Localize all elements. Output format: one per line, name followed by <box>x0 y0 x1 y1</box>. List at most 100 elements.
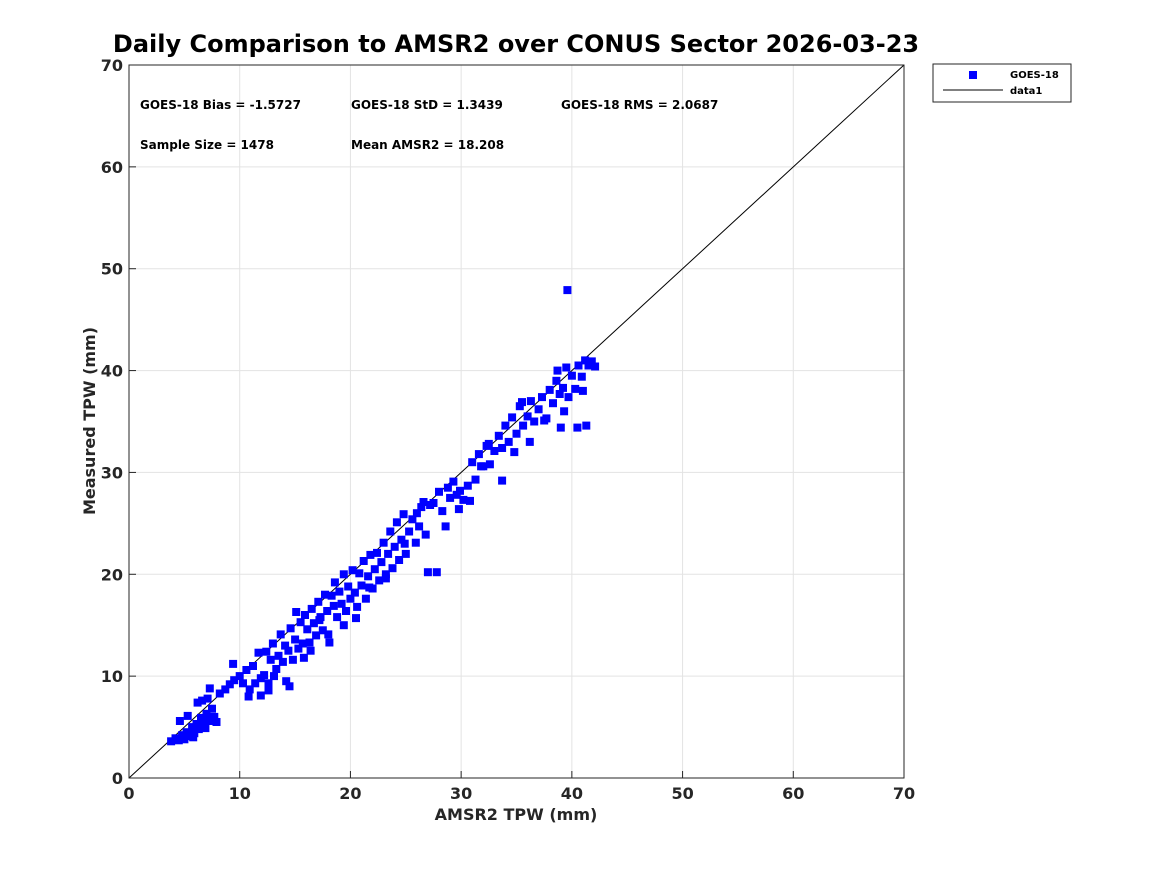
data-point <box>375 576 384 585</box>
data-point <box>305 638 314 647</box>
data-point <box>281 641 290 650</box>
data-point <box>342 607 350 615</box>
reference-line-data1 <box>128 64 905 779</box>
data-point <box>270 672 278 681</box>
data-point <box>377 558 386 567</box>
plot-area-frame <box>128 64 905 779</box>
data-point <box>315 616 324 625</box>
data-point <box>327 591 336 600</box>
data-point <box>346 594 355 603</box>
data-point <box>463 481 472 490</box>
data-point <box>268 639 277 648</box>
data-point <box>276 630 285 639</box>
data-point <box>294 644 303 653</box>
data-point <box>274 651 283 660</box>
data-point <box>321 590 329 599</box>
data-point <box>210 712 219 721</box>
data-point <box>485 460 494 469</box>
y-tick-label: 30 <box>101 463 123 482</box>
data-point <box>419 498 428 506</box>
data-point <box>292 608 301 616</box>
data-point <box>288 655 297 664</box>
data-point <box>459 495 468 504</box>
data-point <box>330 578 339 587</box>
data-point <box>401 549 410 558</box>
data-point <box>366 550 375 559</box>
data-point <box>303 625 312 634</box>
data-point <box>180 735 189 744</box>
data-point <box>498 476 507 485</box>
data-point <box>254 648 263 657</box>
data-point <box>229 659 238 668</box>
data-point <box>242 666 251 674</box>
data-point <box>225 680 234 689</box>
data-point <box>318 626 327 635</box>
data-point <box>194 725 203 734</box>
data-point <box>202 709 211 718</box>
data-point <box>361 594 370 603</box>
data-point <box>584 361 593 370</box>
chart-title: Daily Comparison to AMSR2 over CONUS Sec… <box>113 30 919 58</box>
data-point <box>441 522 450 531</box>
data-point <box>508 413 517 422</box>
data-point <box>538 393 546 402</box>
stat-rms: GOES-18 RMS = 2.0687 <box>561 98 718 112</box>
data-point <box>560 407 569 416</box>
y-tick-label: 40 <box>101 362 123 381</box>
data-point <box>559 383 567 392</box>
data-point <box>307 604 316 613</box>
data-point <box>197 713 205 722</box>
data-point <box>456 486 464 495</box>
data-point <box>286 624 295 633</box>
data-point <box>573 423 582 432</box>
data-point <box>379 538 388 547</box>
data-point <box>183 711 192 720</box>
data-point <box>523 412 532 421</box>
data-point <box>373 548 381 557</box>
data-point <box>555 390 564 398</box>
data-point <box>350 588 359 597</box>
data-point <box>381 574 390 583</box>
data-point <box>339 621 348 630</box>
data-point <box>188 723 197 732</box>
stat-bias: GOES-18 Bias = -1.5727 <box>140 98 301 112</box>
x-tick-label: 40 <box>561 784 583 803</box>
x-tick-label: 50 <box>671 784 693 803</box>
x-tick-label: 20 <box>339 784 361 803</box>
data-point <box>574 361 583 370</box>
data-point <box>400 539 409 548</box>
data-point <box>417 503 426 512</box>
data-point <box>370 565 379 574</box>
data-point <box>392 518 401 527</box>
y-tick-label: 60 <box>101 158 123 177</box>
y-tick-label: 50 <box>101 260 123 279</box>
data-point <box>581 356 590 365</box>
x-tick-label: 30 <box>450 784 472 803</box>
data-point <box>530 417 539 426</box>
data-point <box>365 583 374 592</box>
data-point <box>449 477 458 486</box>
data-point <box>446 493 455 502</box>
data-point <box>339 570 348 579</box>
data-point <box>540 416 549 425</box>
data-point <box>384 549 393 558</box>
data-point <box>545 385 554 394</box>
legend-marker-goes18 <box>969 71 977 79</box>
reference-line-layer <box>128 64 905 779</box>
data-point <box>471 475 480 484</box>
data-point <box>562 363 571 372</box>
y-tick-label: 70 <box>101 56 123 75</box>
data-point <box>278 657 287 666</box>
data-point <box>215 689 224 698</box>
data-point <box>203 694 212 703</box>
data-point <box>285 682 294 691</box>
y-tick-label: 0 <box>112 769 123 788</box>
x-tick-label: 10 <box>229 784 251 803</box>
legend-label-goes18: GOES-18 <box>1010 70 1059 81</box>
data-point <box>468 458 477 467</box>
data-point <box>239 679 247 688</box>
legend-box <box>932 63 1072 103</box>
data-point <box>212 718 221 726</box>
legend-label-data1: data1 <box>1010 86 1042 97</box>
